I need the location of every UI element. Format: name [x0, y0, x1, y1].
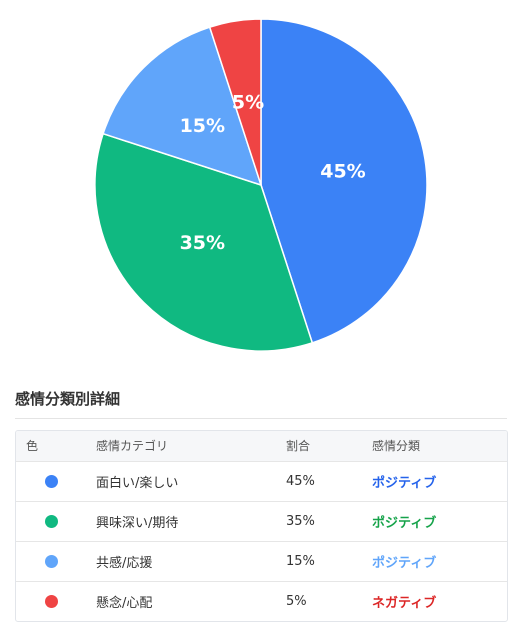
pie-slice-label-1: 35% — [180, 232, 225, 254]
details-section-title: 感情分類別詳細 — [15, 388, 507, 419]
category-cell: 共感/応援 — [96, 555, 153, 571]
category-cell: 懸念/心配 — [96, 595, 153, 611]
table-header-row: 色 感情カテゴリ 割合 感情分類 — [16, 431, 507, 461]
pie-slice-label-2: 15% — [180, 115, 225, 137]
table-row: 興味深い/期待 35% ポジティブ — [16, 501, 507, 541]
category-cell: 興味深い/期待 — [96, 515, 179, 531]
classification-cell: ネガティブ — [372, 595, 437, 611]
ratio-cell: 15% — [286, 553, 315, 569]
classification-cell: ポジティブ — [372, 475, 437, 491]
color-cell — [16, 581, 96, 621]
color-cell — [16, 501, 96, 541]
sentiment-pie-chart: 45% 35% 15% 5% — [94, 18, 428, 352]
header-classification: 感情分類 — [372, 439, 421, 454]
classification-cell: ポジティブ — [372, 555, 437, 571]
pie-slice-3 — [208, 18, 262, 186]
header-color: 色 — [26, 439, 39, 454]
pie-slice-1 — [94, 132, 314, 352]
ratio-cell: 5% — [286, 593, 307, 609]
pie-chart-svg: 45% 35% 15% 5% — [94, 18, 428, 352]
header-ratio: 割合 — [286, 439, 311, 454]
pie-slice-0 — [260, 18, 428, 344]
pie-slice-label-3: 5% — [232, 92, 264, 114]
pie-slice-2 — [102, 26, 263, 187]
color-dot-icon — [44, 514, 58, 528]
table-row: 懸念/心配 5% ネガティブ — [16, 581, 507, 621]
table-row: 面白い/楽しい 45% ポジティブ — [16, 461, 507, 501]
ratio-cell: 35% — [286, 513, 315, 529]
category-cell: 面白い/楽しい — [96, 475, 179, 491]
details-table: 色 感情カテゴリ 割合 感情分類 面白い/楽しい 45% ポジティブ 興味深い/… — [16, 431, 507, 621]
color-cell — [16, 461, 96, 501]
classification-cell: ポジティブ — [372, 515, 437, 531]
pie-slice-label-0: 45% — [320, 161, 365, 183]
color-dot-icon — [44, 554, 58, 568]
color-cell — [16, 541, 96, 581]
color-dot-icon — [44, 474, 58, 488]
table-row: 共感/応援 15% ポジティブ — [16, 541, 507, 581]
color-dot-icon — [44, 594, 58, 608]
header-category: 感情カテゴリ — [96, 439, 169, 454]
details-table-container: 色 感情カテゴリ 割合 感情分類 面白い/楽しい 45% ポジティブ 興味深い/… — [15, 430, 508, 622]
ratio-cell: 45% — [286, 473, 315, 489]
